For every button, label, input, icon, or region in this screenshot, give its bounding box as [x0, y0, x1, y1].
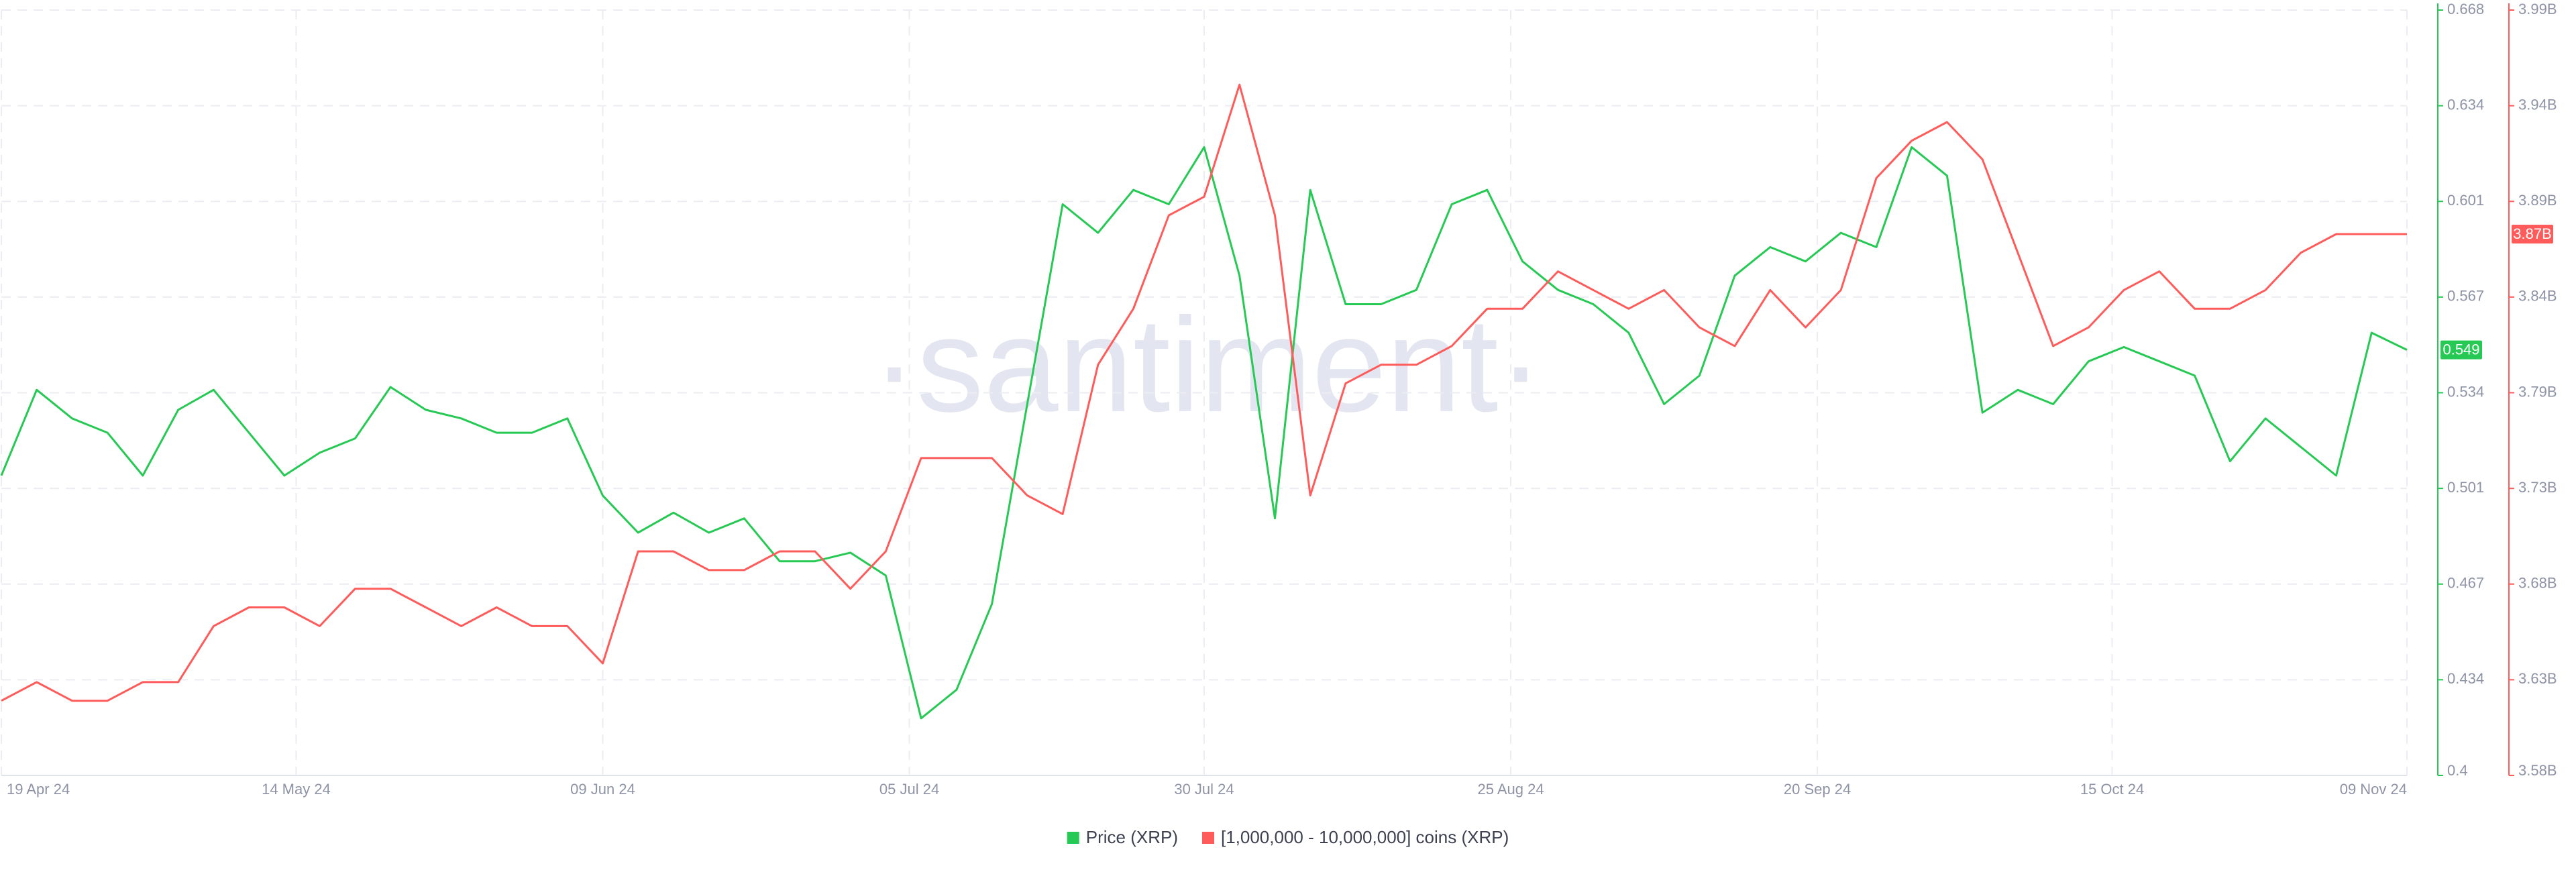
legend-swatch [1201, 832, 1214, 844]
y-tick-label: 0.601 [2447, 192, 2484, 209]
y2-tick-label: 3.73B [2518, 479, 2557, 496]
y-tick-label: 0.467 [2447, 575, 2484, 592]
y2-tick-label: 3.84B [2518, 288, 2557, 305]
y-tick-label: 0.4 [2447, 762, 2468, 779]
x-tick-label: 05 Jul 24 [879, 781, 939, 798]
legend-label: [1,000,000 - 10,000,000] coins (XRP) [1221, 827, 1509, 847]
series-line [0, 146, 2408, 720]
current-value-badge [2512, 224, 2553, 243]
y-tick-label: 0.668 [2447, 1, 2484, 17]
legend-swatch [1067, 832, 1079, 844]
current-value-label: 3.87B [2513, 225, 2552, 242]
legend-item[interactable]: Price (XRP) [1067, 827, 1178, 847]
series-line [1, 83, 2407, 702]
y-tick-label: 0.434 [2447, 670, 2484, 687]
x-tick-label: 19 Apr 24 [7, 781, 70, 798]
y-tick-label: 0.634 [2447, 96, 2484, 113]
y2-tick-label: 3.58B [2518, 762, 2557, 779]
x-tick-label: 09 Nov 24 [2340, 781, 2407, 798]
y2-tick-label: 3.79B [2518, 383, 2557, 400]
y-tick-label: 0.534 [2447, 383, 2484, 400]
y-tick-label: 0.567 [2447, 288, 2484, 305]
x-tick-label: 14 May 24 [262, 781, 331, 798]
y2-tick-label: 3.99B [2518, 1, 2557, 17]
y2-tick-label: 3.68B [2518, 575, 2557, 592]
legend-label: Price (XRP) [1086, 827, 1178, 847]
x-tick-label: 15 Oct 24 [2080, 781, 2144, 798]
current-value-label: 0.549 [2443, 341, 2479, 358]
x-tick-label: 09 Jun 24 [570, 781, 635, 798]
x-tick-label: 20 Sep 24 [1784, 781, 1851, 798]
legend-item[interactable]: [1,000,000 - 10,000,000] coins (XRP) [1201, 827, 1509, 847]
x-tick-label: 25 Aug 24 [1477, 781, 1544, 798]
y2-tick-label: 3.94B [2518, 96, 2557, 113]
y2-tick-label: 3.63B [2518, 670, 2557, 687]
current-value-badge [2440, 340, 2482, 360]
y-tick-label: 0.501 [2447, 479, 2484, 496]
x-tick-label: 30 Jul 24 [1174, 781, 1234, 798]
watermark: ·santiment· [872, 290, 1543, 440]
legend: Price (XRP) [1,000,000 - 10,000,000] coin… [1067, 827, 1509, 847]
y2-tick-label: 3.89B [2518, 192, 2557, 209]
